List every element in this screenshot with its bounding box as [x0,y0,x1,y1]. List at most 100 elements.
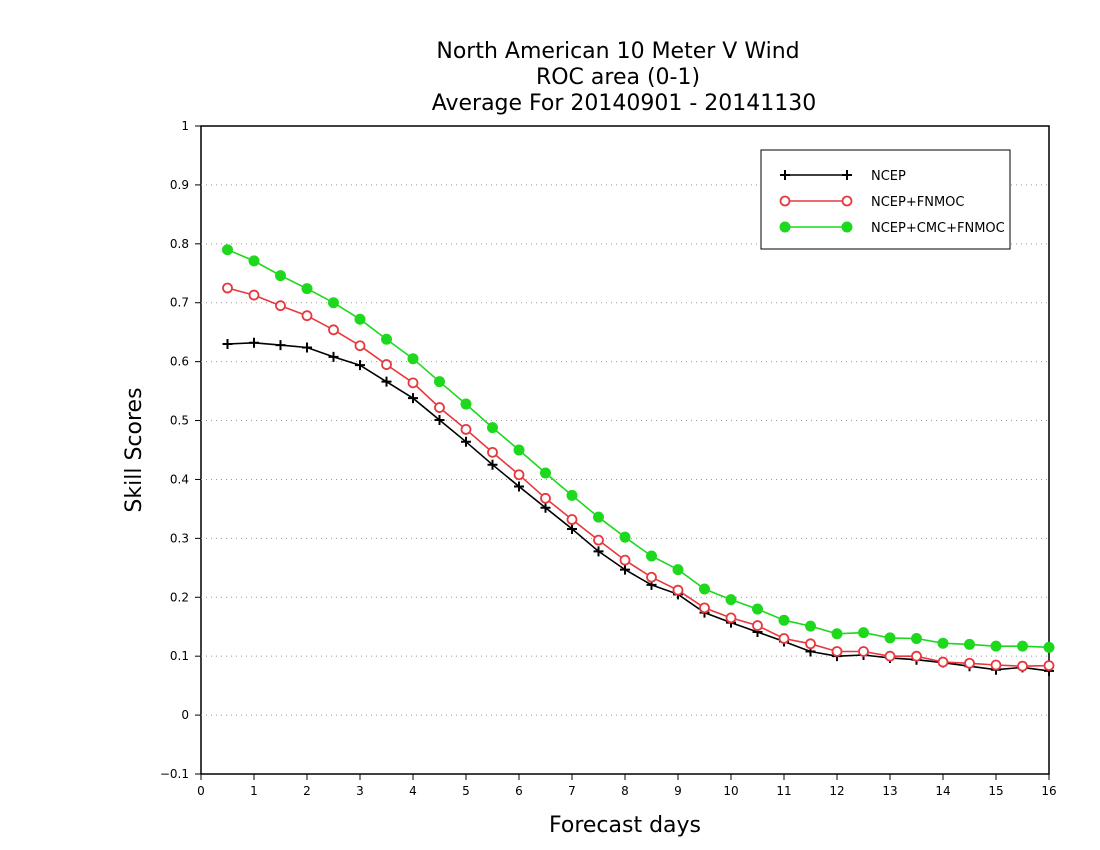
chart-title-line-2: ROC area (0-1) [536,65,700,90]
x-tick-label: 6 [515,784,523,798]
data-point-ncep-cmc-fnmoc [407,353,419,365]
data-point-ncep-fnmoc [911,650,922,662]
legend-marker-ncep-fnmoc [779,195,791,207]
y-tick-label: 0.8 [170,237,189,251]
data-point-ncep-fnmoc [964,657,975,669]
data-point-ncep-fnmoc [407,377,419,389]
data-point-ncep [461,436,471,447]
series-ncep [222,337,1054,676]
data-point-ncep [434,414,445,425]
data-point-ncep-cmc-fnmoc [1043,641,1055,653]
x-tick-label: 1 [250,784,258,798]
data-point-ncep-fnmoc [778,633,790,644]
data-point-ncep [487,459,498,470]
legend-marker-ncep-fnmoc [841,195,853,207]
data-point-ncep-cmc-fnmoc [275,270,286,282]
data-point-ncep-cmc-fnmoc [434,376,445,388]
x-tick-label: 7 [568,784,576,798]
data-point-ncep [355,360,365,371]
data-point-ncep [514,481,524,492]
data-point-ncep-cmc-fnmoc [619,531,631,543]
data-point-ncep-fnmoc [831,646,843,657]
x-tick-label: 14 [935,784,950,798]
data-point-ncep-cmc-fnmoc [222,244,233,256]
y-axis-label: Skill Scores [122,387,147,512]
data-point-ncep [328,351,339,362]
data-point-ncep [222,338,233,349]
data-point-ncep-fnmoc [725,612,737,624]
legend: NCEP NCEP+FNMOC NCEP+CMC+FNMOC [760,149,1011,250]
data-point-ncep [302,342,312,353]
x-tick-label: 2 [303,784,311,798]
series-line-ncep-cmc-fnmoc [227,248,1050,649]
legend-marker-ncep-cmc-fnmoc [841,221,853,233]
legend-marker-ncep-cmc-fnmoc [779,221,791,233]
data-point-ncep-fnmoc [301,310,313,322]
x-tick-label: 16 [1041,784,1056,798]
legend-items [779,170,853,233]
series-ncep-fnmoc [222,282,1055,672]
data-point-ncep [381,376,392,387]
data-point-ncep-cmc-fnmoc [566,489,578,501]
y-tick-label: 0.6 [170,355,189,369]
y-axis-ticks: −0.1 0 0.1 0.2 0.3 0.4 0.5 0.6 0.7 0.8 0.9 1 [160,119,201,781]
data-point-ncep-cmc-fnmoc [381,333,392,345]
data-point-ncep-fnmoc [566,514,578,525]
data-point-ncep-fnmoc [1017,660,1028,672]
chart-title-line-3: Average For 20140901 - 20141130 [432,91,817,116]
series-layer [222,244,1055,676]
x-tick-label: 0 [197,784,205,798]
data-point-ncep-cmc-fnmoc [646,550,657,562]
y-tick-label: 0.2 [170,590,189,604]
y-tick-label: 0.3 [170,531,189,545]
data-point-ncep-cmc-fnmoc [328,297,339,309]
legend-box [760,149,1011,250]
x-tick-label: 9 [674,784,682,798]
data-point-ncep [593,546,604,557]
data-point-ncep [620,564,630,575]
x-tick-label: 10 [723,784,738,798]
data-point-ncep-cmc-fnmoc [778,614,790,626]
data-point-ncep-fnmoc [487,446,498,458]
x-tick-label: 8 [621,784,629,798]
data-point-ncep-fnmoc [805,638,816,650]
data-point-ncep-cmc-fnmoc [725,594,737,606]
data-point-ncep-cmc-fnmoc [460,398,472,410]
x-tick-label: 11 [776,784,791,798]
y-tick-label: 1 [181,119,189,133]
data-point-ncep-cmc-fnmoc [831,628,843,640]
data-point-ncep-fnmoc [248,289,260,301]
data-point-ncep-fnmoc [540,492,551,504]
data-point-ncep-cmc-fnmoc [937,637,949,649]
data-point-ncep-fnmoc [593,534,604,546]
data-point-ncep-fnmoc [513,469,525,481]
y-tick-label: 0.1 [170,649,189,663]
data-point-ncep [567,523,577,534]
data-point-ncep-fnmoc [752,620,763,631]
data-point-ncep-fnmoc [381,359,392,370]
legend-label-ncep: NCEP [871,169,906,184]
data-point-ncep-cmc-fnmoc [858,627,869,639]
data-point-ncep [540,502,551,513]
y-tick-label: 0.9 [170,178,189,192]
data-point-ncep-fnmoc [990,659,1002,671]
data-point-ncep-cmc-fnmoc [990,640,1002,652]
x-tick-label: 15 [988,784,1003,798]
legend-label-ncep-cmc-fnmoc: NCEP+CMC+FNMOC [871,221,1005,236]
data-point-ncep-cmc-fnmoc [593,511,604,523]
data-point-ncep-fnmoc [328,324,339,336]
chart-title-line-1: North American 10 Meter V Wind [436,39,799,64]
data-point-ncep-fnmoc [619,554,631,566]
data-point-ncep [249,337,259,348]
data-point-ncep-cmc-fnmoc [1017,640,1028,652]
data-point-ncep-cmc-fnmoc [752,603,763,615]
data-point-ncep-fnmoc [1043,660,1055,672]
data-point-ncep-fnmoc [884,650,896,662]
y-tick-label: 0 [181,708,189,722]
data-point-ncep-cmc-fnmoc [301,283,313,295]
data-point-ncep-cmc-fnmoc [805,620,816,632]
data-point-ncep-cmc-fnmoc [513,444,525,456]
data-point-ncep-cmc-fnmoc [672,564,684,576]
legend-marker-ncep [842,170,852,180]
